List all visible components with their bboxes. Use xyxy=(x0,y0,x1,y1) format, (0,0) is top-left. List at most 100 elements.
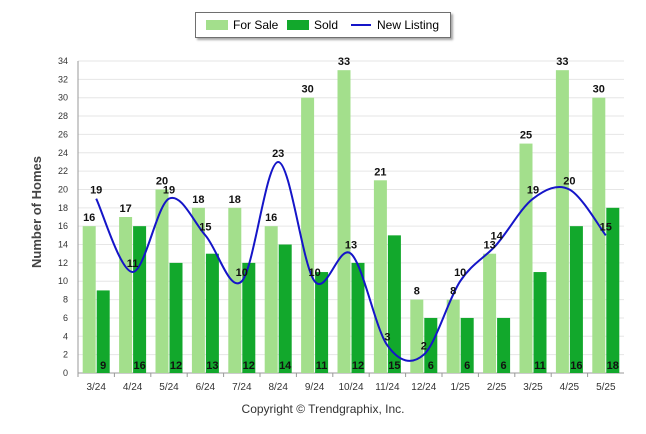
sold-bar xyxy=(169,262,183,373)
y-tick-label: 24 xyxy=(58,148,68,158)
y-tick-label: 22 xyxy=(58,166,68,176)
for-sale-bar xyxy=(264,226,278,373)
sold-bar xyxy=(315,272,329,373)
new-listing-value-label: 19 xyxy=(90,185,102,197)
new-listing-value-label: 2 xyxy=(421,341,427,353)
sold-bar xyxy=(387,235,401,373)
sold-bar xyxy=(133,226,147,373)
new-listing-value-label: 11 xyxy=(127,258,139,270)
for-sale-value-label: 8 xyxy=(450,286,456,298)
legend: For Sale Sold New Listing xyxy=(195,12,451,38)
for-sale-value-label: 17 xyxy=(119,203,131,215)
y-tick-label: 30 xyxy=(58,93,68,103)
y-tick-label: 34 xyxy=(58,56,68,66)
sold-bar xyxy=(497,317,511,373)
sold-bar xyxy=(205,253,219,373)
for-sale-bar xyxy=(119,217,133,373)
sold-value-label: 13 xyxy=(206,360,218,372)
for-sale-bar xyxy=(555,70,569,374)
x-tick-label: 7/24 xyxy=(232,382,252,393)
new-listing-value-label: 14 xyxy=(490,231,503,243)
new-listing-line-layer xyxy=(95,160,607,362)
for-sale-swatch-icon xyxy=(206,20,228,30)
sold-value-label: 12 xyxy=(243,360,255,372)
for-sale-value-label: 13 xyxy=(483,240,495,252)
for-sale-bar xyxy=(155,189,169,373)
x-tick-label: 8/24 xyxy=(268,382,288,393)
x-tick-label: 6/24 xyxy=(196,382,216,393)
sold-value-label: 9 xyxy=(100,360,106,372)
for-sale-bar xyxy=(592,97,606,374)
new-listing-line-icon xyxy=(351,24,371,26)
sold-value-label: 11 xyxy=(534,360,546,372)
y-tick-label: 6 xyxy=(63,313,68,323)
for-sale-bar xyxy=(301,97,315,374)
for-sale-bar xyxy=(446,299,460,373)
y-tick-label: 10 xyxy=(58,276,68,286)
grid xyxy=(78,60,624,356)
for-sale-value-label: 20 xyxy=(156,175,168,187)
for-sale-bar xyxy=(483,253,497,373)
sold-swatch-icon xyxy=(287,20,309,30)
sold-value-label: 11 xyxy=(316,360,328,372)
new-listing-line xyxy=(95,160,607,362)
new-listing-value-label: 19 xyxy=(163,185,175,197)
new-listing-value-label: 10 xyxy=(454,267,466,279)
for-sale-value-label: 16 xyxy=(265,212,277,224)
y-tick-label: 8 xyxy=(63,295,68,305)
for-sale-value-label: 25 xyxy=(520,130,532,142)
for-sale-value-label: 21 xyxy=(374,166,386,178)
sold-value-label: 6 xyxy=(464,360,470,372)
sold-value-label: 12 xyxy=(170,360,182,372)
y-tick-label: 12 xyxy=(58,258,68,268)
copyright-text: Copyright © Trendgraphix, Inc. xyxy=(241,402,405,416)
new-listing-value-label: 19 xyxy=(527,185,539,197)
x-tick-label: 3/24 xyxy=(86,382,106,393)
new-listing-value-label: 10 xyxy=(308,267,320,279)
for-sale-value-label: 30 xyxy=(301,84,313,96)
sold-value-label: 18 xyxy=(607,360,619,372)
for-sale-value-label: 16 xyxy=(83,212,95,224)
x-tick-label: 1/25 xyxy=(450,382,470,393)
x-tick-label: 10/24 xyxy=(338,382,363,393)
for-sale-value-label: 8 xyxy=(414,286,420,298)
for-sale-bar xyxy=(191,207,205,373)
y-tick-label: 28 xyxy=(58,111,68,121)
new-listing-value-label: 3 xyxy=(384,331,390,343)
x-tick-label: 2/25 xyxy=(487,382,507,393)
sold-value-label: 6 xyxy=(428,360,434,372)
sold-bar xyxy=(96,290,110,373)
sold-bar xyxy=(278,244,292,373)
sold-bar xyxy=(460,317,474,373)
sold-bar xyxy=(242,262,256,373)
y-tick-label: 14 xyxy=(58,240,68,250)
for-sale-bar xyxy=(373,180,387,373)
sold-value-label: 12 xyxy=(352,360,364,372)
new-listing-value-label: 15 xyxy=(199,221,211,233)
x-tick-label: 4/25 xyxy=(560,382,580,393)
for-sale-value-label: 30 xyxy=(593,84,605,96)
x-tick-label: 9/24 xyxy=(305,382,325,393)
legend-item-for-sale[interactable]: For Sale xyxy=(206,18,286,32)
for-sale-value-label: 18 xyxy=(229,194,241,206)
x-tick-label: 3/25 xyxy=(523,382,543,393)
new-listing-value-label: 10 xyxy=(236,267,248,279)
y-tick-label: 16 xyxy=(58,221,68,231)
sold-bar xyxy=(533,272,547,373)
legend-item-new-listing[interactable]: New Listing xyxy=(351,18,447,32)
for-sale-value-label: 18 xyxy=(192,194,204,206)
legend-item-sold[interactable]: Sold xyxy=(287,18,347,32)
for-sale-bar xyxy=(519,143,533,373)
y-axis-title: Number of Homes xyxy=(29,156,44,268)
for-sale-value-label: 33 xyxy=(556,56,568,68)
y-tick-label: 20 xyxy=(58,184,68,194)
y-tick-label: 32 xyxy=(58,74,68,84)
x-tick-label: 5/24 xyxy=(159,382,179,393)
y-tick-label: 26 xyxy=(58,129,68,139)
new-listing-value-label: 13 xyxy=(345,240,357,252)
for-sale-value-label: 33 xyxy=(338,56,350,68)
bars xyxy=(82,70,620,374)
y-tick-label: 0 xyxy=(63,368,68,378)
